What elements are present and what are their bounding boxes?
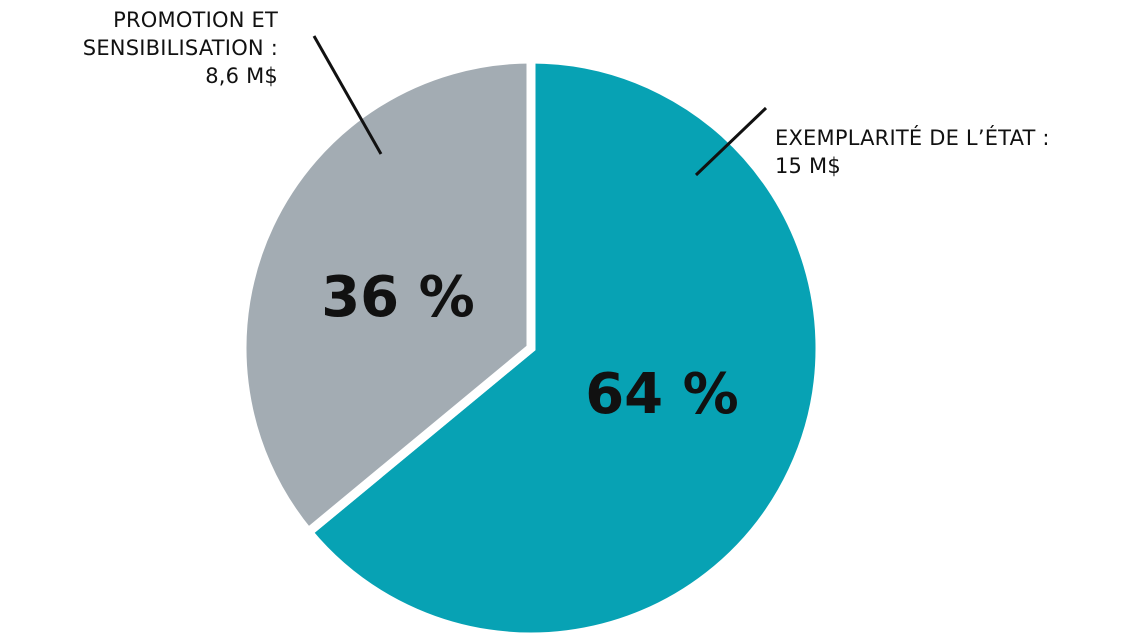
pie-slice-exemplarite (301, 54, 825, 635)
slice-label-exemplarite-line-2: 15 M$ (775, 154, 841, 178)
callout-line-exemplarite (694, 106, 768, 177)
slice-label-promotion: PROMOTION ET SENSIBILISATION : 8,6 M$ (0, 6, 278, 90)
pie-slice-promotion (237, 54, 536, 539)
callout-line-promotion (312, 35, 383, 155)
slice-label-promotion-line-1: PROMOTION ET (113, 8, 278, 32)
percent-label-promotion: 36 % (321, 265, 475, 330)
slice-label-exemplarite: EXEMPLARITÉ DE L’ÉTAT : 15 M$ (775, 124, 1050, 180)
slice-label-promotion-line-3: 8,6 M$ (205, 64, 278, 88)
percent-label-exemplarite: 64 % (585, 362, 739, 427)
slice-label-promotion-line-2: SENSIBILISATION : (82, 36, 278, 60)
slice-label-exemplarite-line-1: EXEMPLARITÉ DE L’ÉTAT : (775, 126, 1050, 150)
pie-slices (237, 54, 825, 635)
